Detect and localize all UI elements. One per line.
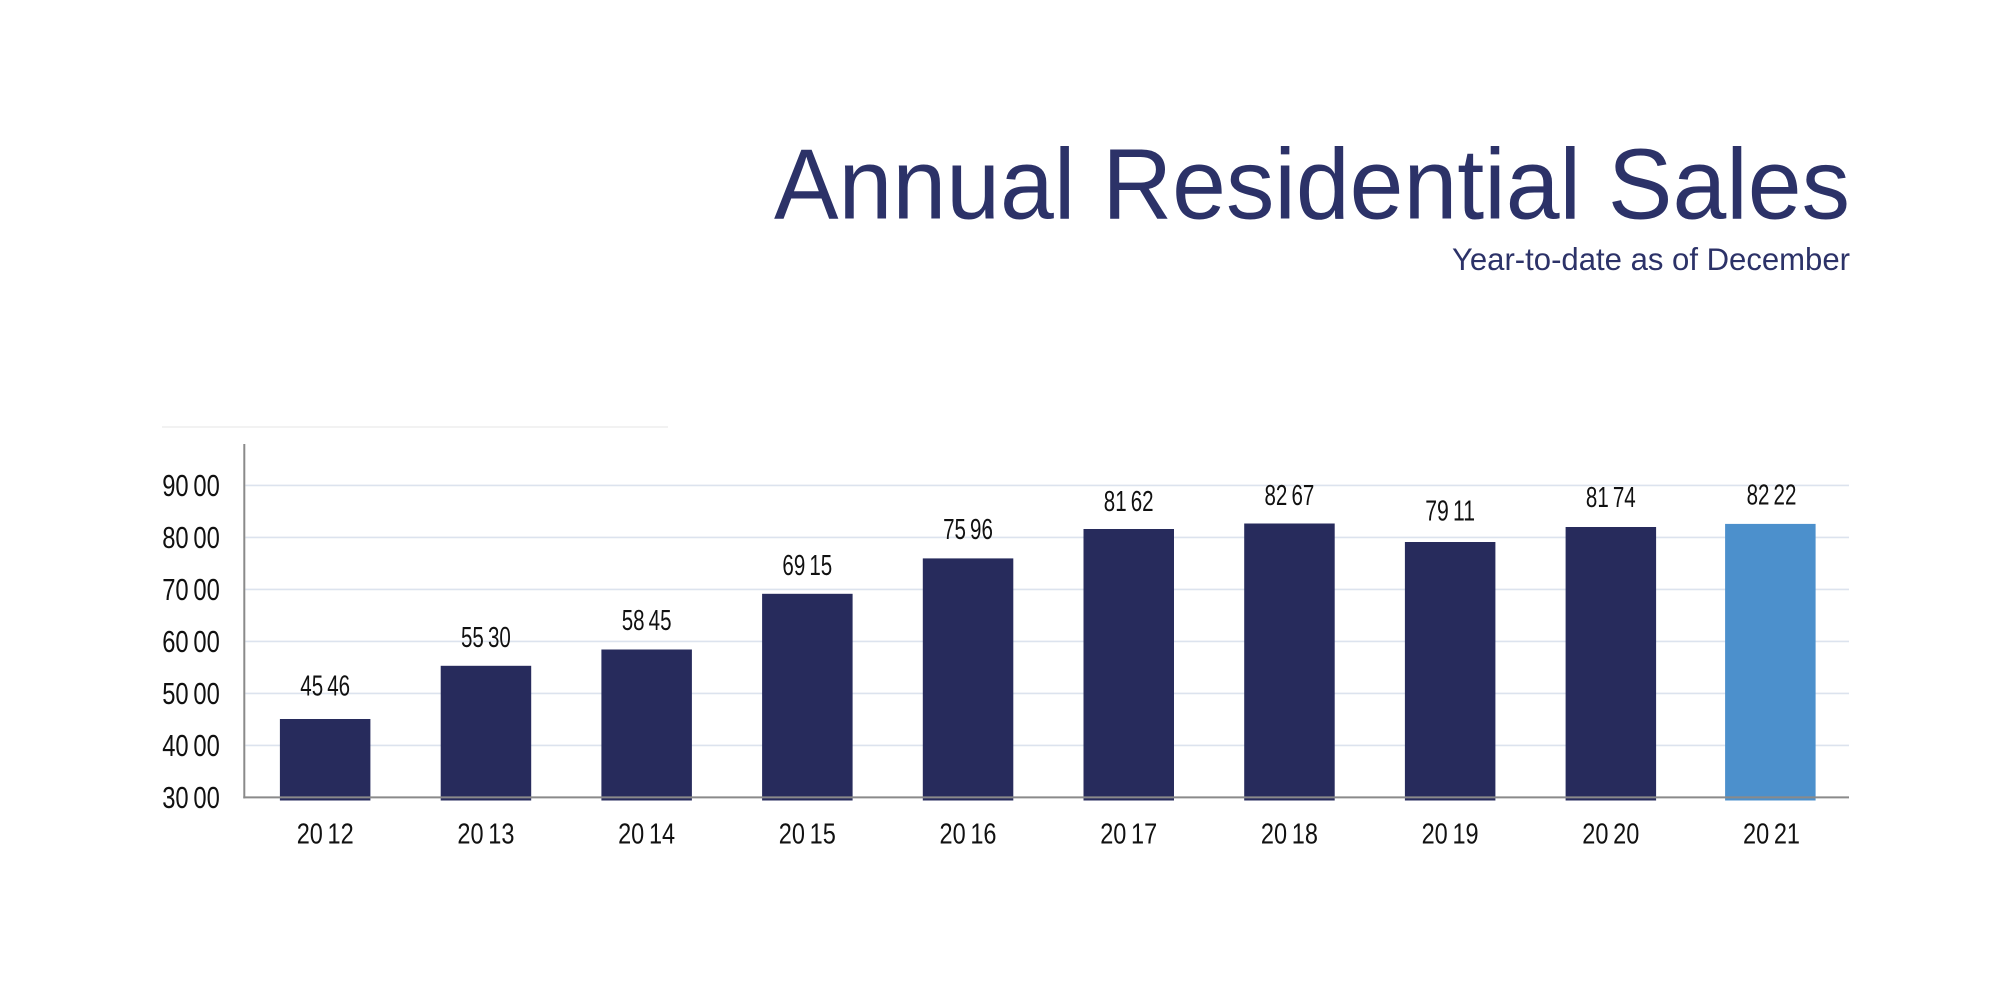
- svg-text:Year-to-date as of December: Year-to-date as of December: [1452, 241, 1850, 277]
- svg-text:20 14: 20 14: [618, 819, 675, 851]
- svg-text:20 21: 20 21: [1743, 819, 1800, 851]
- svg-text:79 11: 79 11: [1425, 496, 1475, 528]
- svg-text:81 74: 81 74: [1586, 482, 1636, 514]
- svg-text:20 13: 20 13: [457, 819, 514, 851]
- svg-text:69 15: 69 15: [782, 550, 832, 582]
- svg-text:Annual Residential Sales: Annual Residential Sales: [774, 128, 1850, 240]
- svg-text:55 30: 55 30: [461, 622, 511, 654]
- svg-text:75 96: 75 96: [943, 514, 993, 546]
- svg-text:60 00: 60 00: [162, 625, 220, 659]
- svg-text:81 62: 81 62: [1104, 486, 1154, 518]
- svg-text:58 45: 58 45: [622, 605, 672, 637]
- svg-text:20 17: 20 17: [1100, 819, 1157, 851]
- svg-text:82 67: 82 67: [1265, 480, 1315, 512]
- svg-text:20 20: 20 20: [1582, 819, 1639, 851]
- svg-text:20 18: 20 18: [1261, 819, 1318, 851]
- svg-text:45 46: 45 46: [300, 671, 350, 703]
- svg-text:20 15: 20 15: [779, 819, 836, 851]
- svg-text:30 00: 30 00: [162, 781, 220, 815]
- svg-text:70 00: 70 00: [162, 573, 220, 607]
- svg-text:40 00: 40 00: [162, 729, 220, 763]
- svg-text:50 00: 50 00: [162, 677, 220, 711]
- svg-text:90 00: 90 00: [162, 469, 220, 503]
- svg-text:82 22: 82 22: [1747, 480, 1797, 512]
- svg-text:20 19: 20 19: [1422, 819, 1479, 851]
- svg-text:20 16: 20 16: [940, 819, 997, 851]
- svg-text:20 12: 20 12: [297, 819, 354, 851]
- svg-text:80 00: 80 00: [162, 521, 220, 555]
